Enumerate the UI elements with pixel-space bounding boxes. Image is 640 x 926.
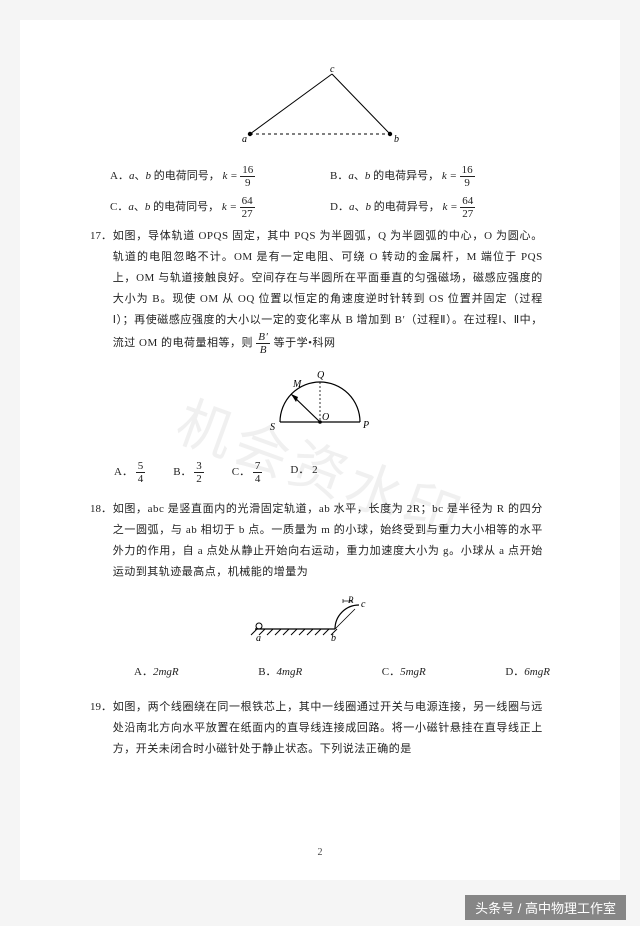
q18-optA: A．2mgR: [134, 662, 179, 683]
q18-options: A．2mgR B．4mgR C．5mgR D．6mgR: [134, 662, 550, 683]
q17-optD: D． 2: [290, 460, 317, 485]
q17-label-M: M: [292, 379, 302, 390]
q18-optC: C．5mgR: [382, 662, 426, 683]
footer-attribution: 头条号 / 高中物理工作室: [465, 895, 626, 920]
q18-body: 如图，abc 是竖直面内的光滑固定轨道，ab 水平，长度为 2R；bc 是半径为…: [113, 499, 543, 583]
q18-label-c: c: [361, 599, 366, 610]
q16-optD: D．a、b 的电荷异号， k = 6427: [330, 195, 550, 220]
q16-label-b: b: [394, 134, 399, 145]
q16-label-a: a: [242, 134, 247, 145]
q19-num: 19．: [90, 697, 110, 718]
q18-num: 18．: [90, 499, 110, 520]
q18-optD: D．6mgR: [505, 662, 550, 683]
q17: 17． 如图，导体轨道 OPQS 固定，其中 PQS 为半圆弧，Q 为半圆弧的中…: [90, 226, 550, 356]
q17-optA: A． 54: [114, 460, 145, 485]
q17-optC: C． 74: [232, 460, 263, 485]
q16-optB: B．a、b 的电荷异号， k = 169: [330, 164, 550, 189]
q18-optB: B．4mgR: [258, 662, 302, 683]
q16-options-row2: C．a、b 的电荷同号， k = 6427 D．a、b 的电荷异号， k = 6…: [110, 195, 550, 220]
q18-label-R: R: [347, 595, 354, 605]
q19-body: 如图，两个线圈绕在同一根铁芯上，其中一线圈通过开关与电源连接，另一线圈与远处沿南…: [113, 697, 543, 760]
q18-label-a: a: [256, 633, 261, 644]
q19: 19． 如图，两个线圈绕在同一根铁芯上，其中一线圈通过开关与电源连接，另一线圈与…: [90, 697, 550, 760]
q18: 18． 如图，abc 是竖直面内的光滑固定轨道，ab 水平，长度为 2R；bc …: [90, 499, 550, 583]
q16-optA: A．a、b 的电荷同号， k = 169: [110, 164, 330, 189]
page: 机会资水印 a b c A．a、b 的电荷同号， k = 169 B．a、b 的…: [20, 20, 620, 880]
q17-body: 如图，导体轨道 OPQS 固定，其中 PQS 为半圆弧，Q 为半圆弧的中心，O …: [113, 226, 543, 356]
q17-optB: B． 32: [173, 460, 204, 485]
q17-label-O: O: [322, 412, 329, 423]
q18-label-b: b: [331, 633, 336, 644]
q17-figure: M Q O S P: [90, 362, 550, 450]
q17-label-Q: Q: [317, 370, 325, 381]
page-number: 2: [20, 843, 620, 862]
q17-options: A． 54 B． 32 C． 74 D． 2: [114, 460, 550, 485]
q16-figure: a b c: [90, 66, 550, 154]
q18-figure: a b c R: [90, 589, 550, 653]
q17-num: 17．: [90, 226, 110, 247]
q16-label-c: c: [330, 66, 335, 75]
q17-label-S: S: [270, 422, 275, 433]
q16-optC: C．a、b 的电荷同号， k = 6427: [110, 195, 330, 220]
q16-options-row1: A．a、b 的电荷同号， k = 169 B．a、b 的电荷异号， k = 16…: [110, 164, 550, 189]
q17-label-P: P: [362, 420, 369, 431]
